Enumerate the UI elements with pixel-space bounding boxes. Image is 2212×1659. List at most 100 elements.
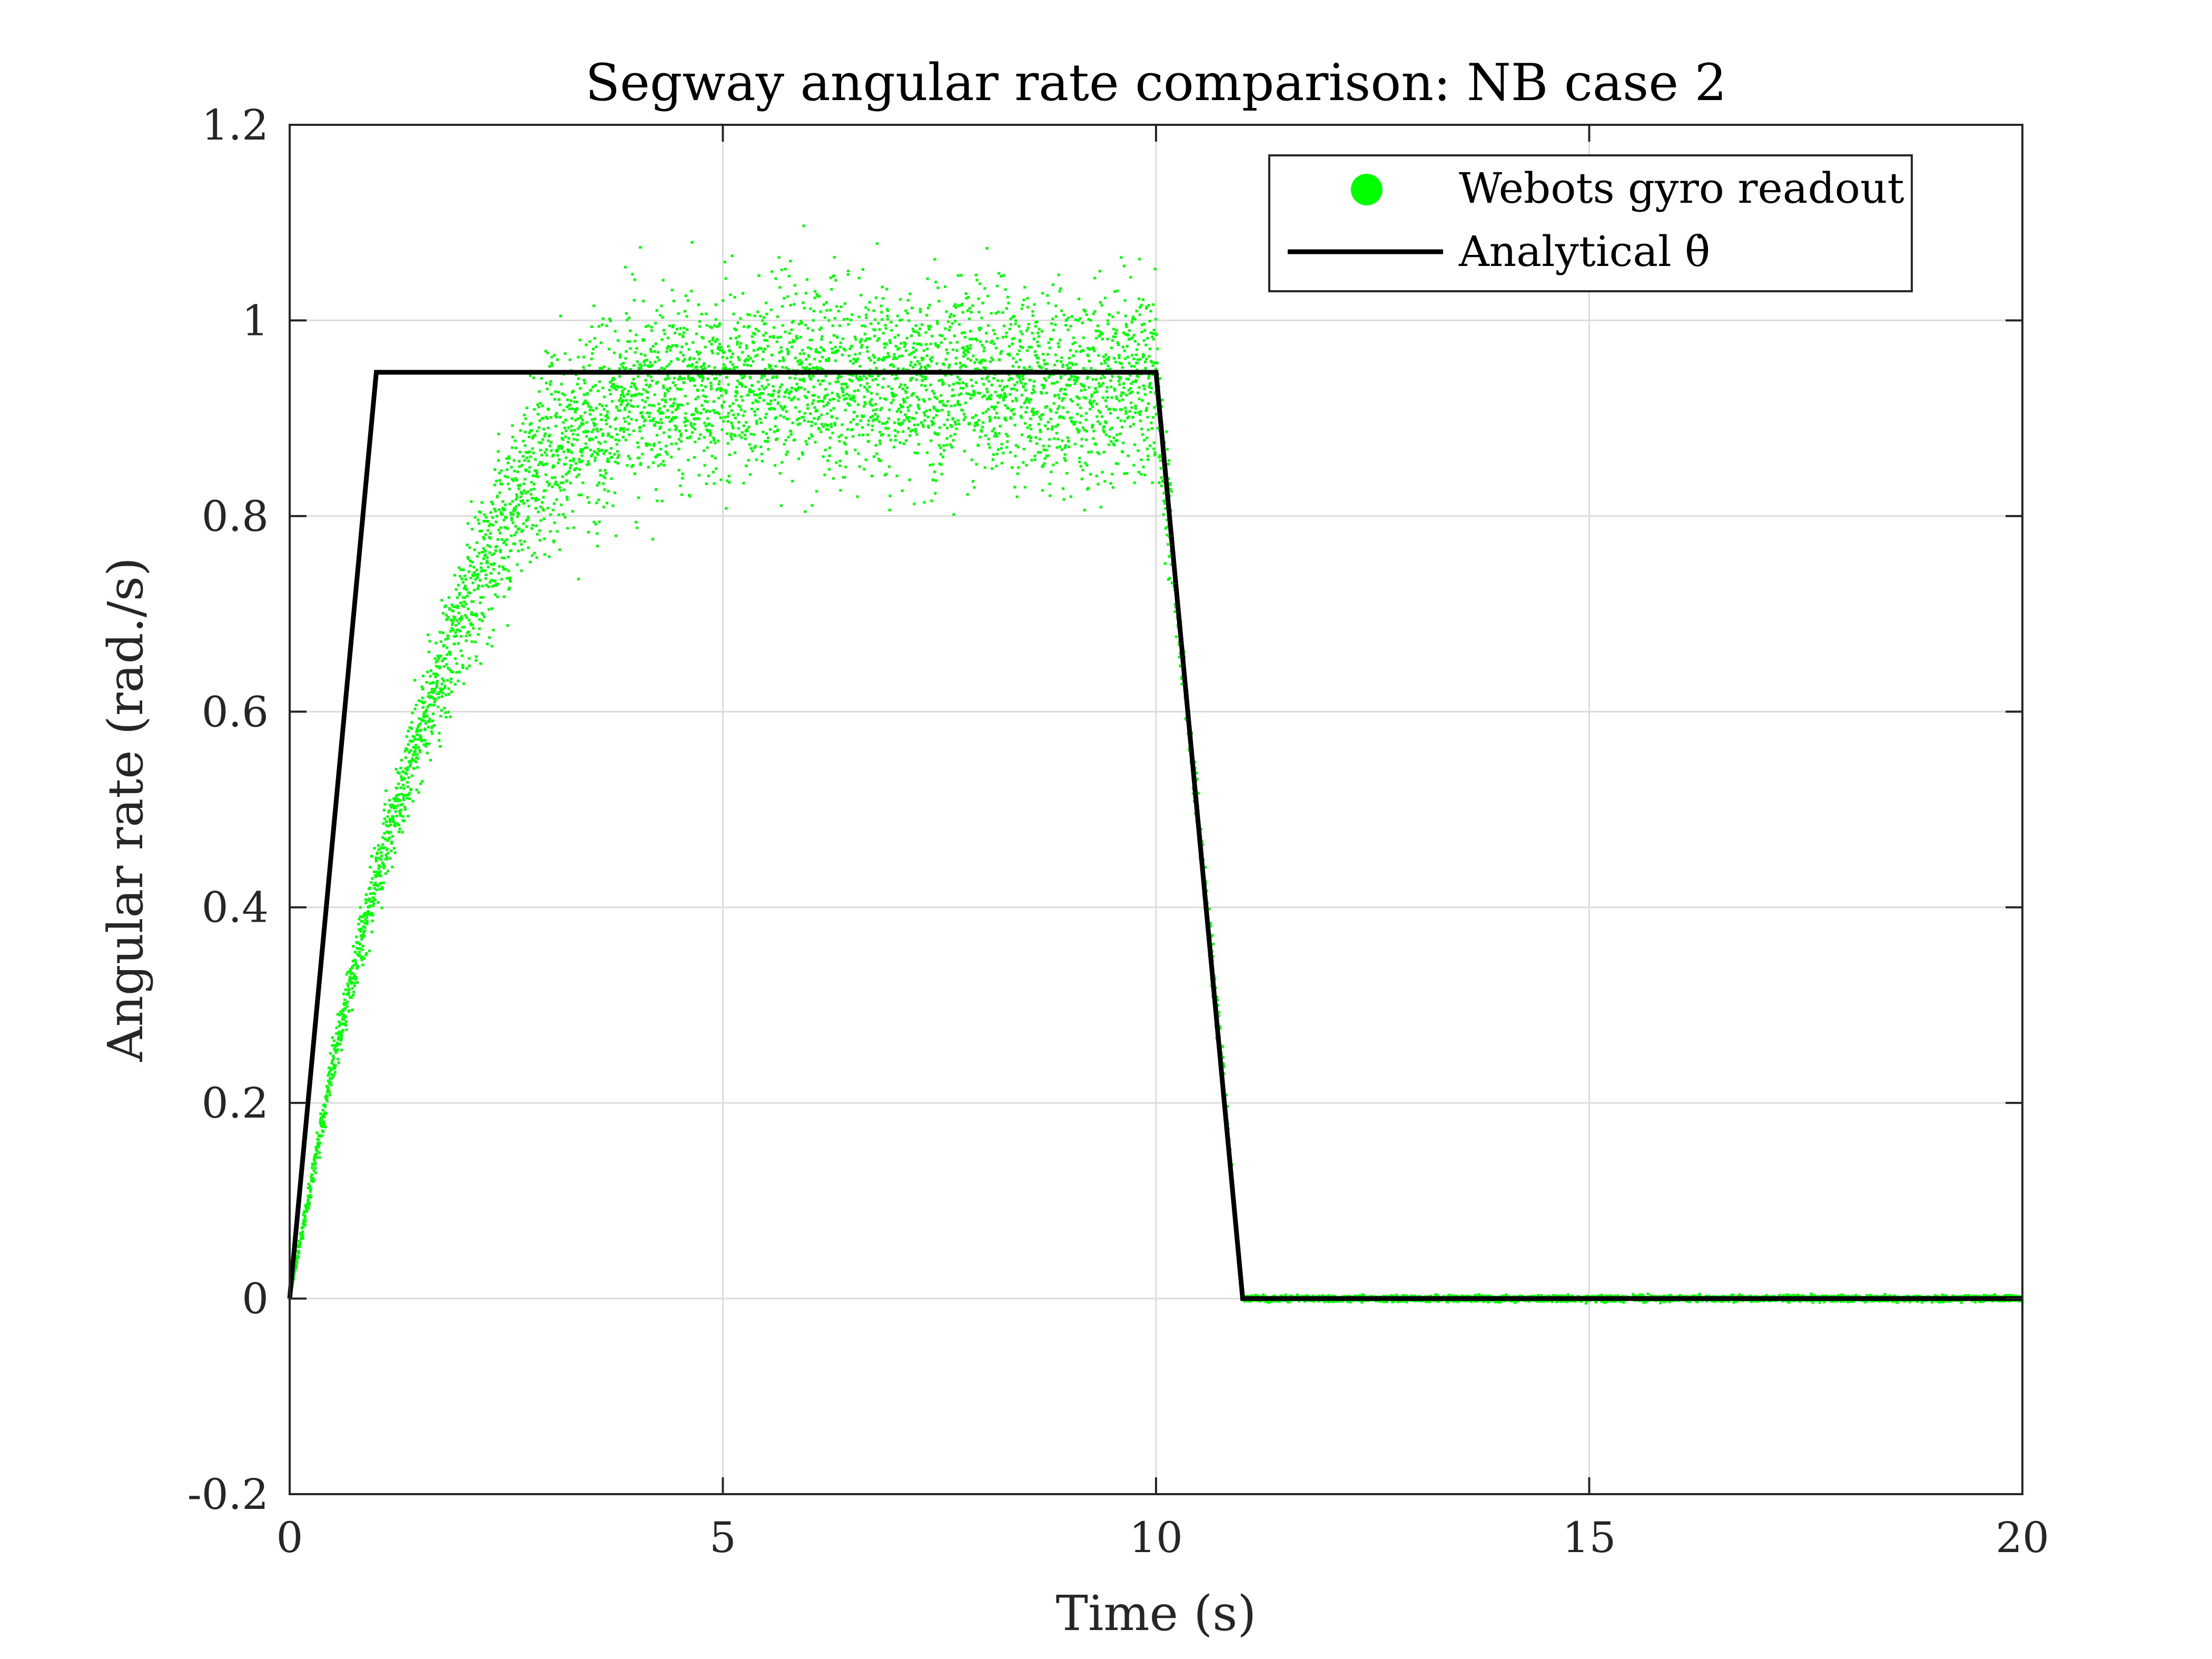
gyro-point (1102, 355, 1105, 358)
gyro-point (398, 772, 401, 775)
gyro-point (849, 360, 852, 362)
gyro-point (934, 432, 937, 435)
gyro-point (540, 441, 543, 445)
gyro-point (515, 498, 518, 501)
gyro-point (427, 633, 430, 636)
gyro-point (374, 875, 377, 878)
gyro-point (694, 366, 697, 369)
gyro-point (879, 397, 882, 400)
gyro-point (1021, 374, 1024, 378)
gyro-point (1025, 406, 1029, 409)
gyro-point (566, 496, 568, 499)
gyro-point (860, 346, 863, 349)
gyro-point (1147, 377, 1150, 380)
gyro-point (633, 299, 636, 302)
gyro-point (906, 312, 909, 315)
gyro-point (1153, 441, 1156, 445)
gyro-point (460, 577, 463, 580)
gyro-point (696, 350, 699, 353)
gyro-point (1064, 459, 1067, 462)
gyro-point (847, 354, 851, 358)
gyro-point (875, 408, 878, 411)
gyro-point (522, 455, 525, 458)
gyro-point (398, 809, 401, 813)
gyro-point (1226, 1105, 1229, 1108)
gyro-point (789, 260, 792, 263)
gyro-point (594, 384, 597, 387)
gyro-point (944, 285, 946, 288)
gyro-point (987, 380, 991, 383)
gyro-point (992, 406, 995, 409)
gyro-point (542, 428, 546, 431)
gyro-point (898, 319, 902, 322)
gyro-point (1147, 304, 1150, 307)
gyro-point (341, 1015, 344, 1019)
gyro-point (592, 304, 596, 308)
gyro-point (696, 411, 699, 414)
gyro-point (620, 386, 623, 389)
gyro-point (1012, 387, 1015, 390)
gyro-point (705, 428, 708, 431)
gyro-point (565, 456, 568, 459)
gyro-point (504, 568, 507, 571)
gyro-point (953, 404, 956, 407)
gyro-point (1005, 385, 1009, 388)
gyro-point (446, 679, 449, 682)
gyro-point (781, 324, 784, 327)
gyro-point (1028, 323, 1030, 325)
gyro-point (378, 872, 381, 874)
gyro-point (297, 1252, 300, 1255)
gyro-point (418, 717, 421, 720)
gyro-point (913, 423, 916, 427)
gyro-point (930, 360, 933, 363)
gyro-point (1151, 364, 1154, 367)
gyro-point (819, 430, 823, 433)
gyro-point (650, 350, 653, 353)
gyro-point (706, 377, 709, 380)
gyro-point (332, 1063, 335, 1066)
gyro-point (851, 428, 854, 431)
gyro-point (498, 479, 501, 482)
gyro-point (714, 340, 717, 343)
gyro-point (312, 1163, 315, 1166)
gyro-point (717, 383, 720, 386)
gyro-point (353, 959, 357, 962)
gyro-point (818, 328, 821, 331)
gyro-point (340, 1034, 343, 1037)
gyro-point (763, 316, 765, 319)
gyro-point (1090, 402, 1093, 405)
gyro-point (623, 368, 626, 371)
gyro-point (877, 322, 880, 325)
gyro-point (547, 484, 550, 487)
gyro-point (1135, 310, 1138, 313)
gyro-point (881, 318, 884, 321)
gyro-point (841, 382, 843, 386)
gyro-point (428, 639, 431, 643)
gyro-point (678, 333, 682, 336)
gyro-point (552, 540, 556, 544)
gyro-point (364, 918, 367, 921)
gyro-point (627, 392, 630, 396)
gyro-point (1112, 335, 1115, 338)
gyro-point (593, 337, 596, 340)
gyro-point (739, 342, 743, 345)
gyro-point (1085, 377, 1089, 380)
gyro-point (1050, 428, 1053, 431)
gyro-point (555, 416, 558, 419)
gyro-point (490, 607, 493, 610)
gyro-point (419, 750, 421, 754)
gyro-point (714, 318, 717, 321)
gyro-point (499, 549, 502, 551)
gyro-point (488, 545, 491, 548)
gyro-point (836, 336, 839, 339)
gyro-point (1022, 461, 1025, 464)
gyro-point (1040, 366, 1043, 369)
gyro-point (491, 524, 495, 527)
gyro-point (730, 438, 734, 441)
gyro-point (961, 303, 964, 305)
gyro-point (1141, 323, 1143, 327)
gyro-point (1123, 299, 1127, 302)
gyro-point (924, 376, 927, 379)
gyro-point (1003, 386, 1006, 389)
